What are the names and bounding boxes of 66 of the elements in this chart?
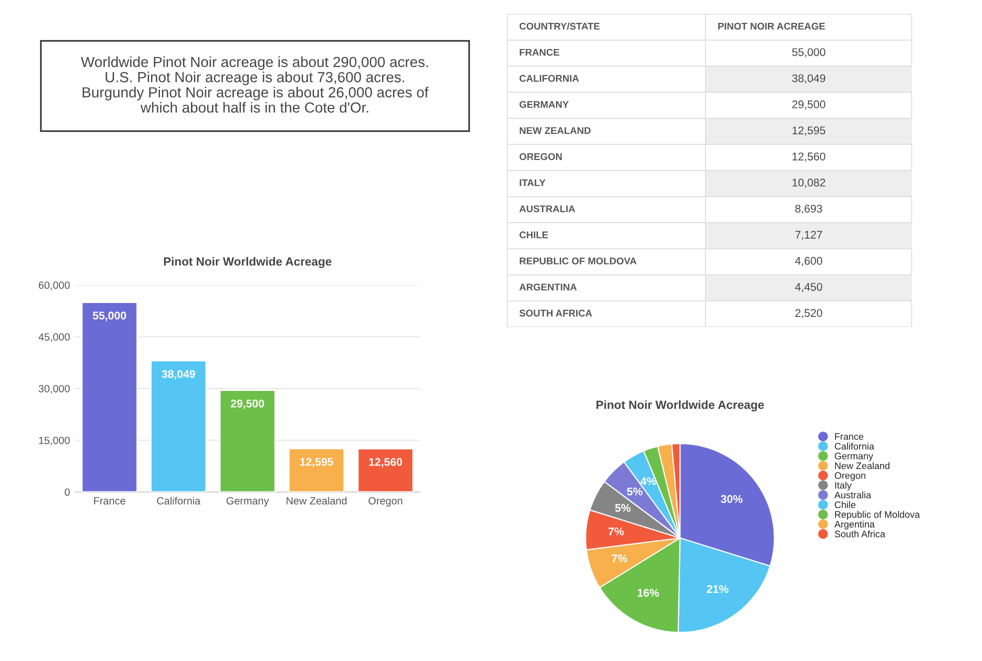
text: 12,560 (792, 152, 826, 162)
data-label: 30% (720, 495, 743, 503)
x-tick-label: Germany (226, 497, 269, 507)
legend-label: California (834, 442, 874, 450)
x-tick-label: Oregon (368, 497, 402, 507)
legend-label: Chile (834, 501, 856, 508)
data-label: 55,000 (92, 312, 126, 322)
bar (150, 360, 207, 492)
chart-title: Pinot Noir Worldwide Acreage (596, 400, 764, 412)
y-tick-label: 60,000 (38, 282, 70, 290)
category-label: FRANCE (520, 48, 560, 56)
text: 4,450 (795, 282, 822, 292)
data-label: 12,560 (369, 458, 402, 468)
data-label: 5% (627, 488, 642, 496)
bar (219, 390, 276, 492)
text: 4,600 (795, 256, 822, 266)
text: COUNTRY/STATE (520, 22, 600, 30)
legend-label: Argentina (834, 520, 875, 530)
category-label: SOUTH AFRICA (519, 310, 592, 317)
x-tick-label: California (157, 496, 200, 505)
x-tick-label: France (94, 497, 126, 505)
data-label: 21% (706, 585, 728, 594)
bar (357, 448, 414, 492)
legend-label: Germany (834, 452, 874, 462)
data-label: 38,049 (162, 370, 196, 380)
category-label: GERMANY (520, 101, 569, 108)
text: Worldwide Pinot Noir acreage is about 290,000 acres. U.S. Pinot Noir acreage is about 73,600 acres. Burgundy Pinot Noir acreage is about 26,000 acres of which about half is in the Cote d'Or. (80, 56, 429, 113)
category-label: ARGENTINA (519, 284, 577, 290)
y-tick-label: 30,000 (38, 385, 70, 394)
legend-label: New Zealand (835, 462, 890, 470)
category-label: ITALY (520, 179, 546, 186)
category-label: CHILE (520, 231, 548, 238)
text: 55,000 (792, 48, 826, 58)
data-label: 7% (608, 528, 624, 536)
data-label: 16% (638, 588, 660, 597)
text: 10,082 (792, 178, 826, 188)
category-label: REPUBLIC OF MOLDOVA (520, 258, 636, 264)
text: 8,693 (795, 204, 822, 214)
legend-label: Australia (834, 491, 872, 498)
data-label: 5% (615, 504, 631, 512)
data-label: 7% (612, 554, 628, 562)
data-label: 29,500 (230, 400, 264, 410)
y-tick-label: 0 (64, 488, 70, 496)
x-tick-label: New Zealand (286, 496, 347, 505)
legend-label: Republic of Moldova (835, 510, 920, 520)
legend-label: Italy (835, 482, 852, 490)
legend-label: Oregon (834, 472, 866, 481)
data-label: 12,595 (300, 458, 334, 468)
text: 38,049 (792, 74, 826, 84)
text: 29,500 (792, 100, 826, 110)
category-label: OREGON (520, 153, 562, 160)
legend-label: South Africa (834, 530, 886, 538)
text: 2,520 (795, 309, 822, 318)
category-label: CALIFORNIA (520, 74, 579, 82)
legend-label: France (835, 433, 864, 440)
chart-title: Pinot Noir Worldwide Acreage (164, 257, 332, 268)
text: 12,595 (792, 126, 826, 136)
text: 7,127 (795, 230, 822, 240)
bar (288, 448, 345, 492)
text: PINOT NOIR ACREAGE (718, 22, 825, 30)
category-label: NEW ZEALAND (520, 127, 591, 134)
category-label: AUSTRALIA (519, 205, 576, 212)
y-tick-label: 15,000 (39, 436, 70, 446)
bar (81, 302, 138, 492)
data-label: 4% (640, 477, 656, 486)
y-tick-label: 45,000 (38, 333, 70, 342)
